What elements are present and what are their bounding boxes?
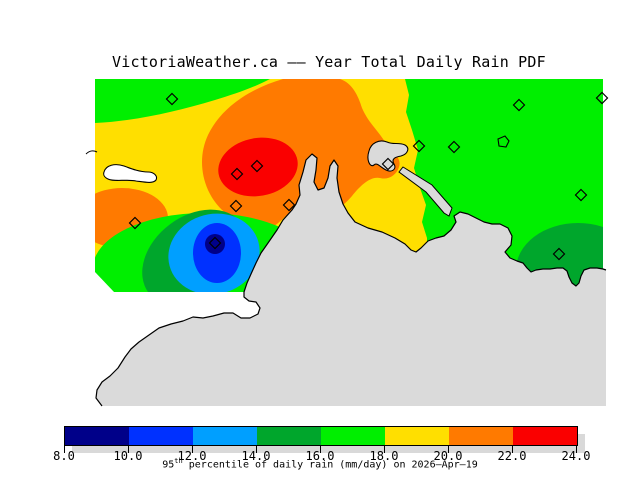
harbour-inlet — [367, 140, 409, 172]
colorbar-tick — [320, 445, 321, 453]
contour-red-22-24-core — [218, 137, 298, 197]
colorbar-tick-label: 8.0 — [53, 449, 75, 463]
colorbar-tick-label: 22.0 — [497, 449, 527, 463]
station-diamond-icon — [250, 159, 264, 173]
colorbar-tick-label: 10.0 — [113, 449, 143, 463]
colorbar-tick-label: 20.0 — [433, 449, 463, 463]
colorbar-tick — [256, 445, 257, 453]
small-lake-outline — [497, 135, 510, 148]
station-diamond-icon — [552, 247, 566, 261]
colorbar-tick-label: 14.0 — [241, 449, 271, 463]
chart-title: VictoriaWeather.ca –– Year Total Daily R… — [112, 53, 546, 71]
station-diamond-icon — [165, 92, 179, 106]
west-basin-outline — [103, 164, 158, 183]
colorbar-tick — [384, 445, 385, 453]
coastline — [95, 153, 607, 407]
colorbar-segment — [321, 427, 385, 445]
caption-prefix: 95 — [162, 459, 175, 471]
colorbar-tick-label: 18.0 — [369, 449, 399, 463]
colorbar-tick-label: 24.0 — [561, 449, 591, 463]
colorbar-tick — [192, 445, 193, 453]
station-diamond-icon — [381, 157, 395, 171]
colorbar-segment — [193, 427, 257, 445]
colorbar-tick — [576, 445, 577, 453]
data-region-notch — [95, 272, 114, 292]
station-diamond-icon — [574, 188, 588, 202]
station-diamond-icon — [282, 198, 296, 212]
colorbar-caption: 95th percentile of daily rain (mm/day) o… — [0, 457, 640, 470]
colorbar-tick — [128, 445, 129, 453]
station-diamond-icon — [208, 236, 222, 250]
colorbar-tick-label: 16.0 — [305, 449, 335, 463]
station-diamond-icon — [128, 216, 142, 230]
station-diamond-icon — [447, 140, 461, 154]
caption-superscript: th — [174, 457, 183, 465]
colorbar-segment — [65, 427, 129, 445]
colorbar-tick — [64, 445, 65, 453]
station-diamond-icon — [595, 91, 609, 105]
colorbar-segment — [449, 427, 513, 445]
contour-navy-8-10-core — [205, 234, 225, 254]
west-shore-fragment — [85, 150, 98, 155]
colorbar-tick — [448, 445, 449, 453]
station-diamond-icon — [230, 167, 244, 181]
colorbar-segment — [129, 427, 193, 445]
sea-mask — [96, 154, 606, 406]
colorbar-tick — [512, 445, 513, 453]
colorbar-segment — [385, 427, 449, 445]
narrow-channel — [398, 166, 453, 217]
contour-green-16-18-northwest — [95, 79, 270, 123]
station-diamond-icon — [229, 199, 243, 213]
colorbar-segment — [257, 427, 321, 445]
colorbar — [64, 426, 578, 446]
station-diamond-icon — [512, 98, 526, 112]
station-diamond-icon — [412, 139, 426, 153]
caption-rest: percentile of daily rain (mm/day) on 202… — [182, 459, 478, 471]
station-markers — [128, 91, 609, 261]
colorbar-tick-label: 12.0 — [177, 449, 207, 463]
colorbar-segment — [513, 427, 577, 445]
